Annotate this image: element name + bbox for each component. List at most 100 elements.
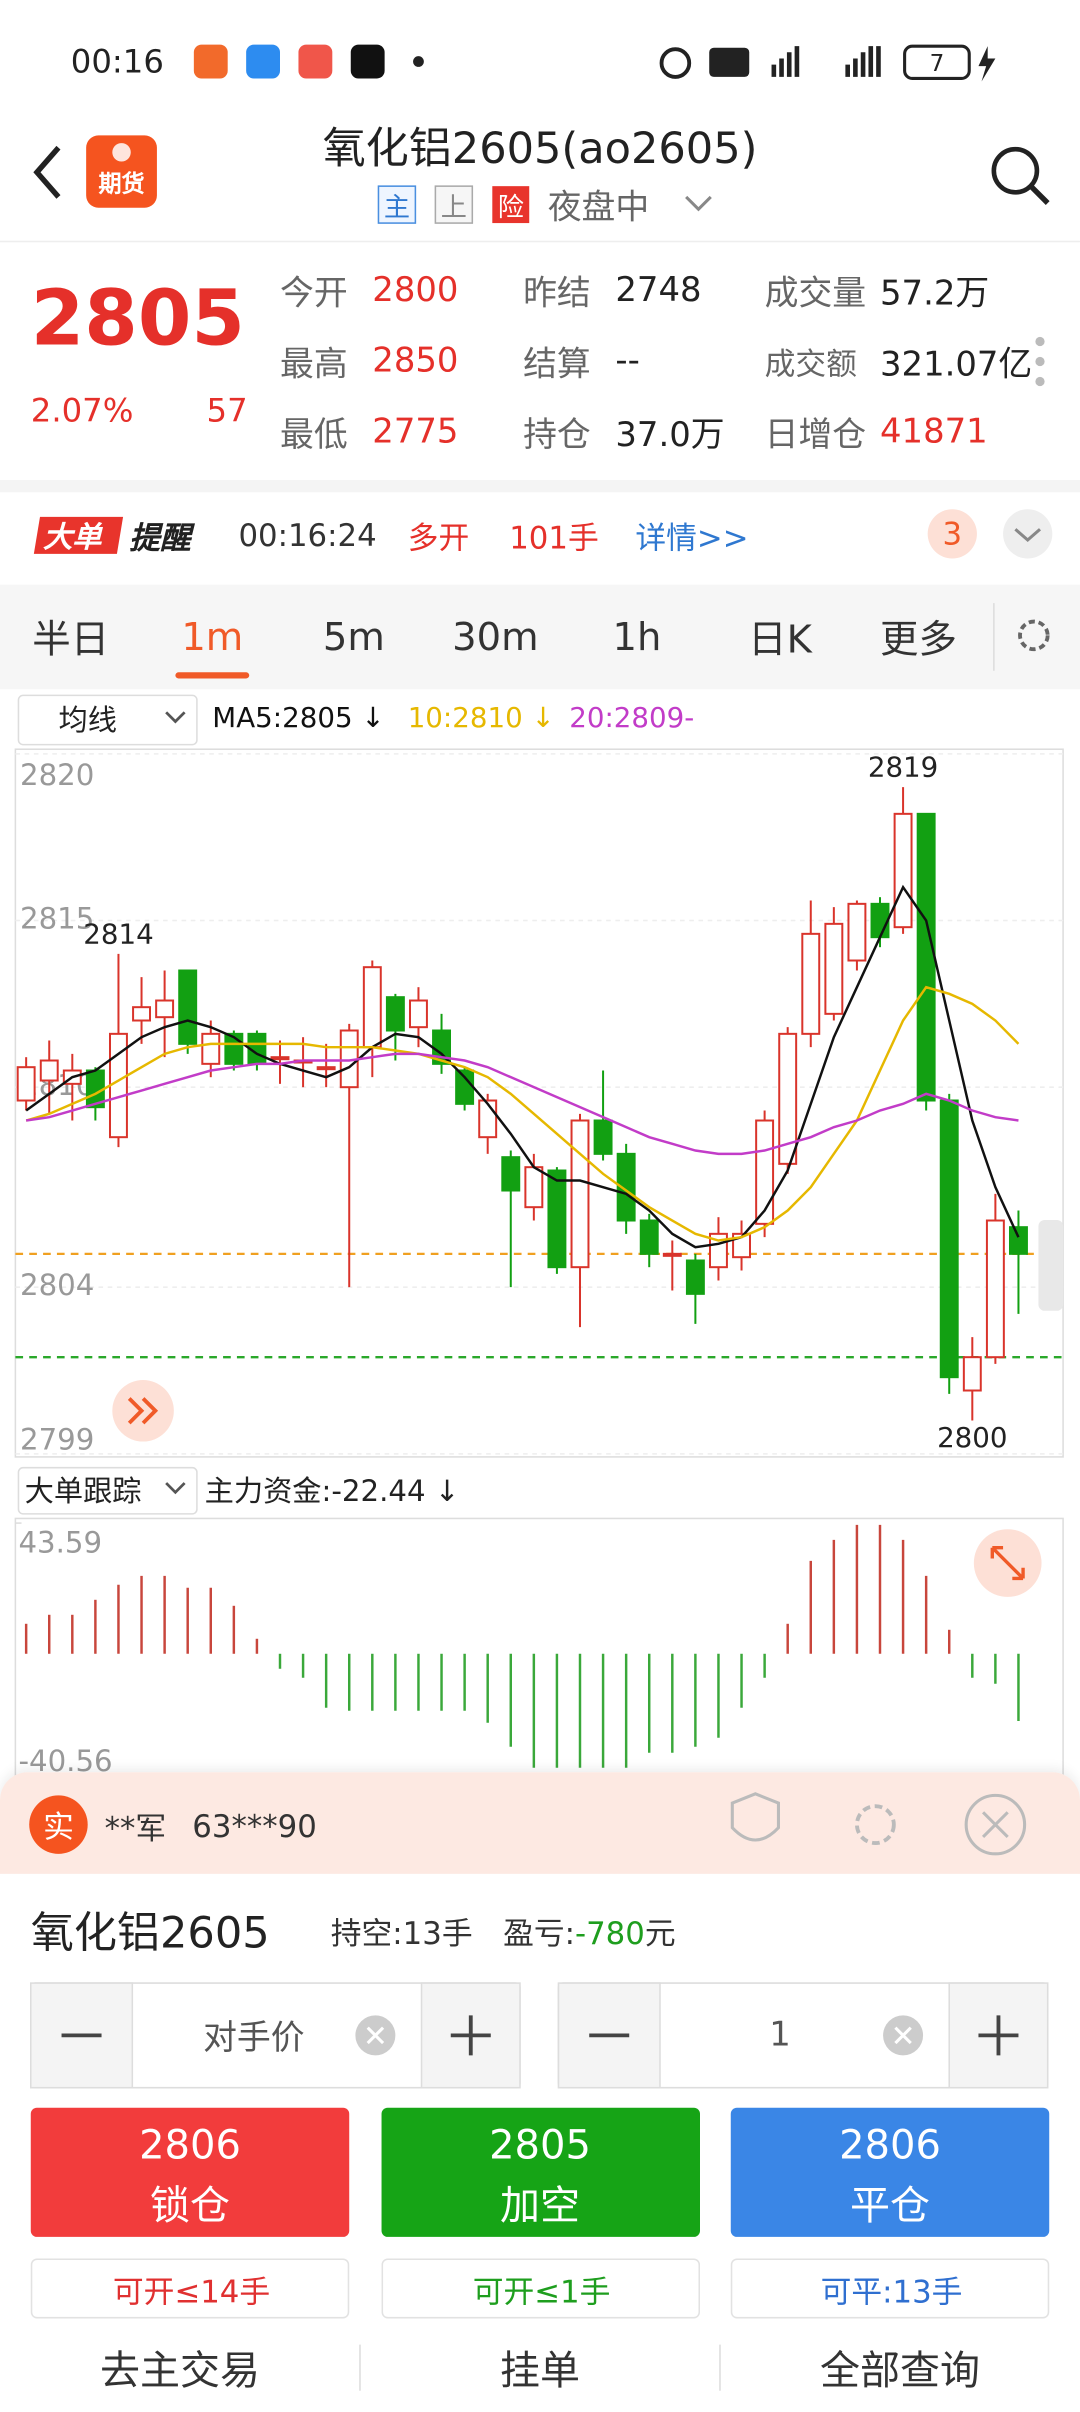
indicator-value: 主力资金:-22.44 ↓: [204, 1474, 460, 1509]
candle-body: [916, 812, 936, 1102]
jump-arrows: [127, 1397, 159, 1425]
menu-dot: [1035, 356, 1045, 367]
close-button[interactable]: [964, 1793, 1027, 1856]
tab-bar: [0, 584, 1080, 690]
period-tab[interactable]: 30m: [452, 614, 539, 660]
limit-text: 可平:13手: [820, 2273, 963, 2310]
quote-label: 成交额: [764, 345, 857, 383]
bottom-nav-item[interactable]: 挂单: [499, 2348, 581, 2395]
quote-value: 2800: [372, 271, 459, 310]
hd-icon: [709, 47, 750, 77]
stop-button[interactable]: [730, 1792, 780, 1842]
stepper-signs: [61, 2015, 491, 2056]
chevron: [165, 711, 186, 724]
badge-icon: [112, 143, 131, 162]
period-tab[interactable]: 1h: [612, 614, 662, 660]
candle-body: [685, 1259, 705, 1295]
button-label[interactable]: 平仓: [849, 2183, 931, 2230]
side-handle: [1038, 1219, 1064, 1311]
candle-body: [1008, 1226, 1028, 1255]
legend-entry: 20:2809-: [569, 702, 695, 735]
tab-underline: [175, 672, 250, 679]
candle-body: [39, 1059, 59, 1082]
button-price[interactable]: 2806: [139, 2123, 241, 2170]
back-button[interactable]: [33, 145, 61, 199]
limit-text: 可开≤1手: [472, 2273, 611, 2310]
candle-body: [178, 969, 198, 1045]
selector-box[interactable]: [17, 694, 198, 746]
account-bar: [0, 1772, 1080, 1874]
chevron: [1014, 528, 1042, 543]
pnl-value: -780: [574, 1914, 645, 1952]
price-input-text[interactable]: 对手价: [203, 2019, 305, 2059]
candle-body: [616, 1152, 636, 1222]
product-name: 氧化铝2605: [30, 1907, 270, 1959]
quote-value: 37.0万: [615, 416, 725, 456]
quote-value: 2775: [372, 413, 459, 452]
change-pct: 2.07%: [30, 392, 134, 430]
quote-value: 2748: [615, 271, 702, 310]
quantity-input-text[interactable]: 1: [769, 2016, 791, 2055]
account-id: 63***90: [192, 1807, 317, 1845]
order-button[interactable]: 2806 锁仓: [30, 2107, 350, 2237]
button-price[interactable]: 2806: [839, 2123, 941, 2170]
collapse-button[interactable]: [1003, 509, 1053, 559]
quote-value: --: [615, 342, 640, 381]
search-handle: [1028, 184, 1050, 205]
menu-dot: [1035, 376, 1045, 387]
quote-label: 成交量: [764, 275, 867, 314]
candle-body: [985, 1219, 1005, 1359]
bottom-nav-item[interactable]: 去主交易: [99, 2348, 261, 2395]
account-name: **军: [104, 1809, 167, 1847]
candle-body: [524, 1166, 544, 1209]
bottom-nav-item[interactable]: 全部查询: [819, 2348, 981, 2395]
button-label[interactable]: 加空: [499, 2183, 581, 2230]
indicator-selector[interactable]: 均线: [58, 703, 117, 738]
session: 夜盘中: [547, 189, 650, 228]
close-x: [981, 1811, 1009, 1839]
battery: [903, 44, 971, 80]
tag: 上: [440, 193, 467, 224]
ma-line: [25, 1052, 1019, 1156]
candle-body: [893, 812, 913, 929]
tag-box: [434, 185, 474, 224]
period-tab[interactable]: 日K: [748, 616, 812, 662]
candle-body: [501, 1156, 521, 1192]
period-tab[interactable]: 更多: [879, 616, 957, 662]
candle-body: [778, 1032, 798, 1165]
alert-logo: 大单: [43, 520, 102, 555]
button-price[interactable]: 2805: [489, 2123, 591, 2170]
change: 57: [206, 392, 248, 430]
candle-body: [201, 1032, 221, 1065]
badge-bg: [86, 135, 157, 208]
period-tab[interactable]: 半日: [32, 616, 110, 662]
search-button[interactable]: [991, 146, 1040, 195]
candle-body: [570, 1119, 590, 1269]
menu-dot[interactable]: [1035, 336, 1045, 347]
period-tab[interactable]: 1m: [181, 614, 244, 660]
alarm-icon: [659, 47, 692, 79]
chevron[interactable]: [685, 195, 712, 212]
extreme-label: 2819: [868, 751, 938, 784]
candle-body: [155, 999, 175, 1019]
candle-body: [962, 1356, 982, 1392]
plot-frame: [14, 748, 1064, 1458]
candle-body: [662, 1252, 682, 1257]
order-button[interactable]: 2806 平仓: [730, 2107, 1050, 2237]
quote-value: 41871: [879, 413, 988, 452]
quote-label: 结算: [523, 346, 591, 385]
quote-label: 最低: [279, 416, 348, 456]
settings-button[interactable]: [854, 1804, 896, 1845]
selector-box[interactable]: [17, 1466, 198, 1515]
sheet-content: 实 **军 63***90 氧化铝2605 持空:13手 盈亏:-780元 对手价 1 2806…: [0, 1772, 1080, 2412]
order-button[interactable]: 2805 加空: [380, 2107, 700, 2237]
period-tab[interactable]: 5m: [322, 614, 385, 660]
pnl-unit: 元: [644, 1914, 676, 1952]
button-label[interactable]: 锁仓: [149, 2183, 231, 2230]
legend-entry: MA5:2805 ↓: [212, 702, 385, 735]
quote-label: 持仓: [523, 416, 591, 456]
candle-body: [385, 996, 405, 1032]
indicator-selector[interactable]: 大单跟踪: [24, 1474, 142, 1509]
chevron: [165, 1482, 186, 1495]
alert-link[interactable]: 详情>>: [635, 519, 749, 557]
